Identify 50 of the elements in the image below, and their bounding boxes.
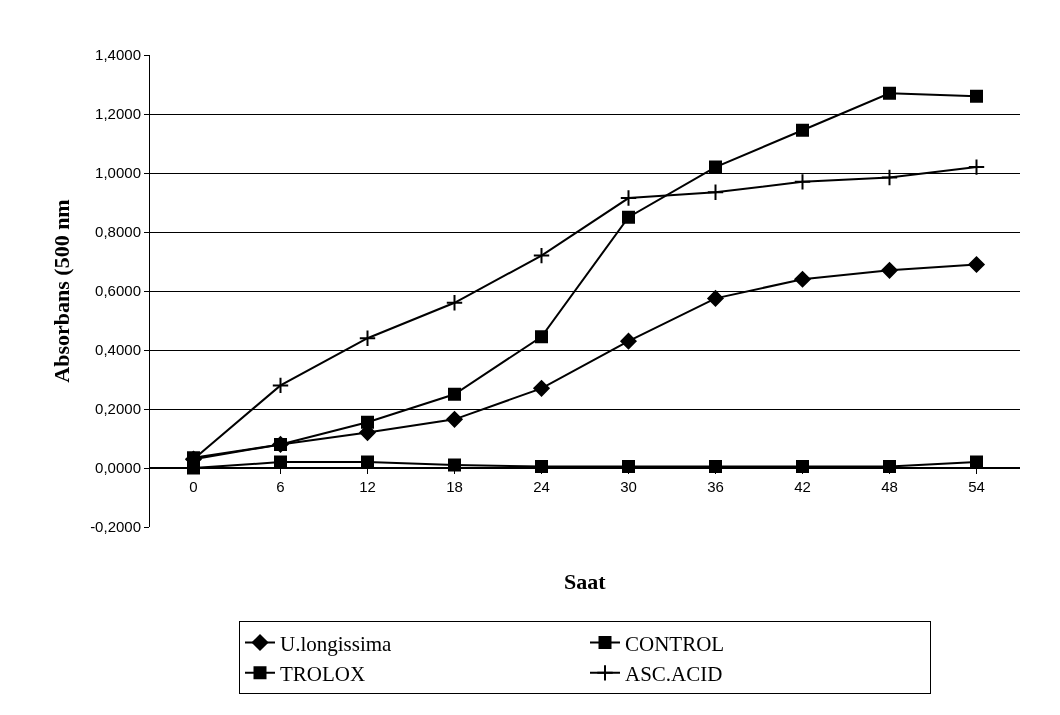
- point: [880, 168, 899, 187]
- legend-label: U.longissima: [280, 631, 393, 656]
- point: [446, 411, 463, 428]
- x-tick-label: 6: [276, 478, 285, 495]
- point: [967, 158, 986, 176]
- x-tick-label: 24: [533, 478, 550, 495]
- point: [271, 376, 290, 395]
- point: [622, 210, 635, 224]
- point: [883, 86, 896, 100]
- point: [968, 256, 985, 273]
- x-tick-label: 54: [968, 478, 985, 495]
- point: [706, 183, 725, 201]
- legend-label: TROLOX: [280, 662, 366, 687]
- y-tick-label: 1,2000: [95, 105, 141, 123]
- point: [793, 173, 812, 191]
- x-tick-label: 42: [794, 478, 811, 495]
- point: [709, 160, 722, 174]
- y-tick-label: 0,2000: [95, 400, 141, 418]
- x-axis-title: Saat: [564, 569, 607, 594]
- point: [445, 294, 464, 312]
- point: [533, 380, 550, 397]
- point: [619, 189, 638, 207]
- x-tick-label: 30: [620, 478, 637, 495]
- y-tick-label: 0,6000: [95, 282, 141, 300]
- legend-label: ASC.ACID: [625, 662, 723, 687]
- y-tick-label: 0,8000: [95, 223, 141, 241]
- point: [970, 89, 983, 103]
- point: [448, 387, 461, 401]
- point: [707, 290, 724, 307]
- point: [361, 415, 374, 429]
- x-tick-label: 36: [707, 478, 724, 495]
- x-tick-label: 18: [446, 478, 463, 495]
- legend-label: CONTROL: [625, 631, 725, 656]
- x-tick-label: 12: [359, 478, 376, 495]
- point: [620, 333, 637, 350]
- y-axis-title: Absorbans (500 nm: [48, 199, 74, 383]
- point: [274, 437, 287, 451]
- point: [532, 246, 551, 265]
- y-tick-label: 0,4000: [95, 341, 141, 359]
- y-tick-label: 1,0000: [95, 164, 141, 182]
- y-tick-label: -0,2000: [90, 518, 141, 536]
- y-tick-label: 1,4000: [95, 46, 141, 64]
- x-tick-label: 48: [881, 478, 898, 495]
- y-tick-label: 0,0000: [95, 459, 141, 477]
- point: [358, 329, 377, 347]
- point: [535, 330, 548, 344]
- point: [881, 262, 898, 279]
- point: [796, 123, 809, 137]
- x-tick-label: 0: [189, 478, 198, 495]
- point: [794, 271, 811, 288]
